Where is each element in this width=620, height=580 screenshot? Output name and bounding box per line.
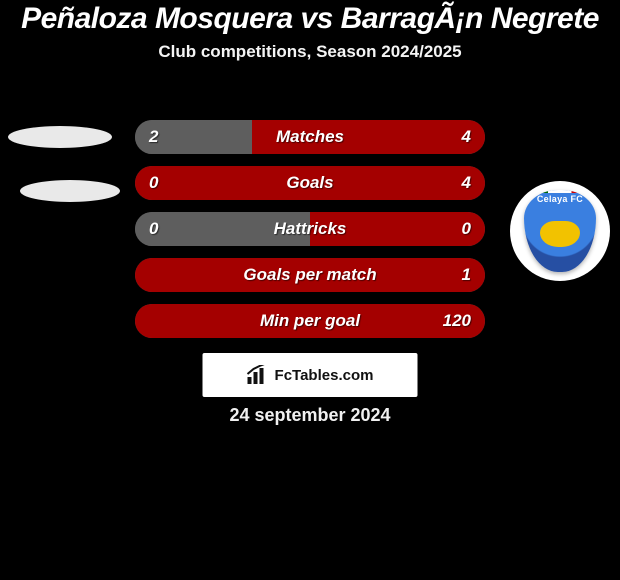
subtitle: Club competitions, Season 2024/2025 — [0, 42, 620, 62]
crest-flag-stripe — [524, 190, 596, 193]
stat-row: 04Goals — [135, 166, 485, 200]
stat-rows: 24Matches 04Goals 00Hattricks 1Goals per ma… — [135, 120, 485, 350]
stat-row: 00Hattricks — [135, 212, 485, 246]
stat-row: 1Goals per match — [135, 258, 485, 292]
stat-label: Hattricks — [135, 219, 485, 239]
stat-label: Goals per match — [135, 265, 485, 285]
stat-label: Min per goal — [135, 311, 485, 331]
snapshot-date: 24 september 2024 — [0, 405, 620, 426]
bar-chart-icon — [247, 365, 271, 385]
source-logo-text: FcTables.com — [275, 367, 374, 384]
left-player-mark-1 — [8, 126, 112, 148]
source-logo: FcTables.com — [203, 353, 418, 397]
comparison-card: Peñaloza Mosquera vs BarragÃ¡n Negrete C… — [0, 0, 620, 580]
stat-label: Goals — [135, 173, 485, 193]
crest-bull-icon — [540, 221, 580, 247]
left-player-mark-2 — [20, 180, 120, 202]
crest-label: Celaya FC — [524, 194, 596, 204]
stat-row: 24Matches — [135, 120, 485, 154]
right-team-crest: Celaya FC — [510, 181, 610, 281]
stat-label: Matches — [135, 127, 485, 147]
page-title: Peñaloza Mosquera vs BarragÃ¡n Negrete — [0, 2, 620, 36]
stat-row: 120Min per goal — [135, 304, 485, 338]
crest-shield: Celaya FC — [524, 190, 596, 272]
